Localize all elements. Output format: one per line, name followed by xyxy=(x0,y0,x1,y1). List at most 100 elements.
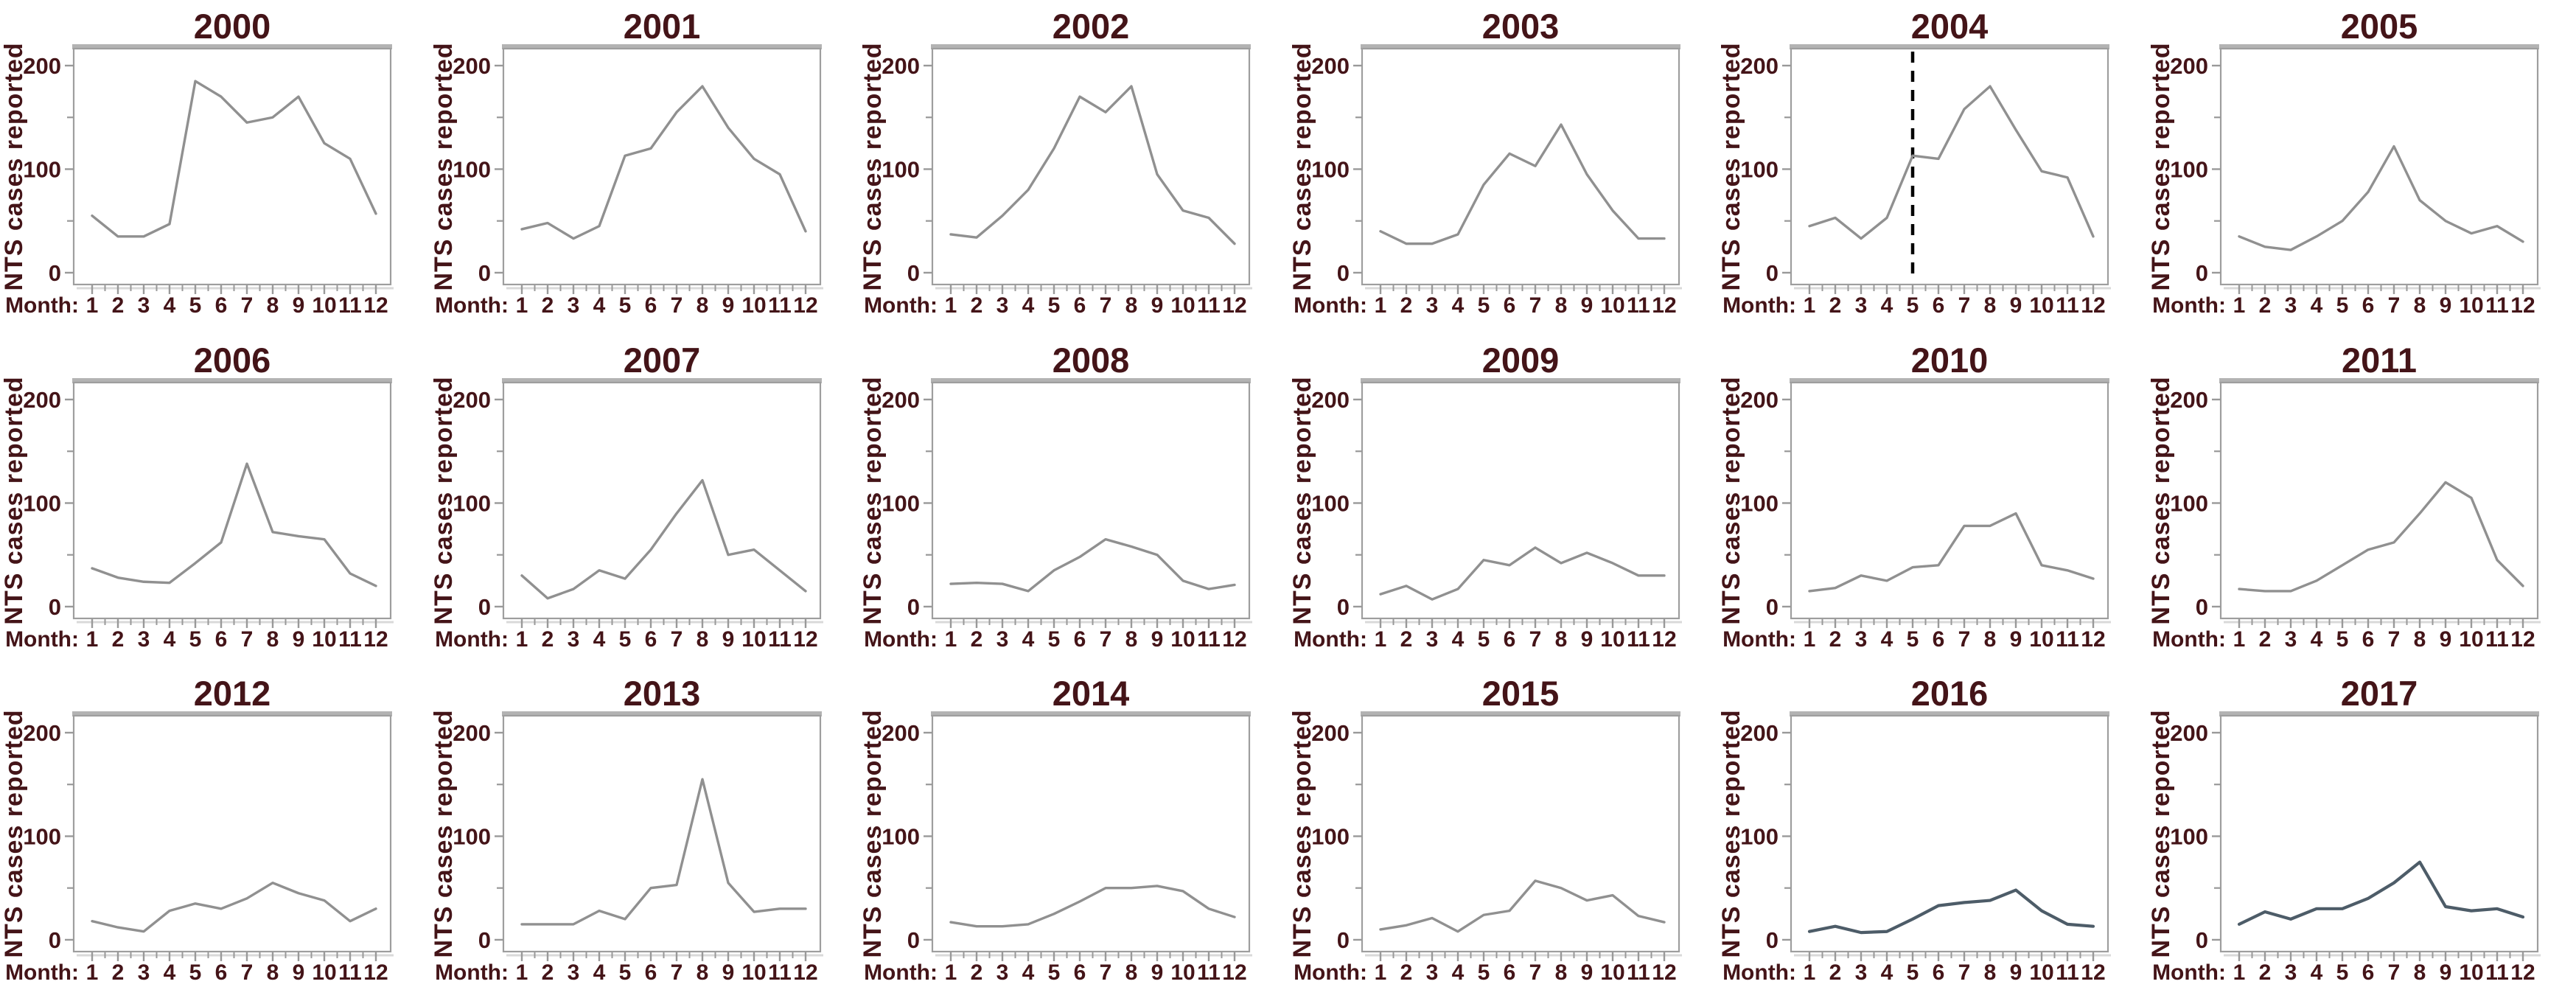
plot-top-band xyxy=(1360,43,1680,49)
data-line xyxy=(520,778,807,926)
x-tick-label: 8 xyxy=(1125,293,1138,318)
x-tick-label: 9 xyxy=(2439,960,2451,985)
x-tick-label: 2 xyxy=(1829,960,1842,985)
x-tick-label: 9 xyxy=(1580,293,1593,318)
y-tick-label: 0 xyxy=(907,594,920,620)
chart-title: 2008 xyxy=(1053,341,1130,380)
data-line xyxy=(1378,123,1666,245)
plot-top-band xyxy=(931,711,1251,717)
y-tick-label: 0 xyxy=(907,260,920,286)
x-tick-label: 7 xyxy=(1529,627,1541,652)
y-tick-label: 200 xyxy=(1311,387,1350,413)
plot-area xyxy=(931,715,1251,953)
x-tick-label: 6 xyxy=(1074,293,1086,318)
x-tick-label: 10 xyxy=(2459,627,2483,652)
plot-top-band xyxy=(2219,43,2539,49)
x-tick-label: 12 xyxy=(1652,627,1676,652)
x-axis-label-prefix: Month: xyxy=(2152,960,2226,985)
y-axis-label: NTS cases reported xyxy=(859,376,887,624)
x-tick-label: 1 xyxy=(515,293,528,318)
y-tick-label: 100 xyxy=(882,824,920,850)
x-tick-label: 2 xyxy=(112,627,125,652)
x-tick-label: 10 xyxy=(2459,960,2483,985)
x-tick-label: 12 xyxy=(1652,293,1676,318)
x-tick-label: 8 xyxy=(1984,293,1997,318)
y-axis-label: NTS cases reported xyxy=(1717,376,1745,624)
x-tick-label: 12 xyxy=(1222,627,1246,652)
x-tick-label: 12 xyxy=(793,960,817,985)
x-axis-label-prefix: Month: xyxy=(5,627,79,652)
x-tick-label: 9 xyxy=(1151,293,1164,318)
y-axis-label: NTS cases reported xyxy=(0,376,28,624)
x-tick-label: 10 xyxy=(741,960,766,985)
x-tick-label: 9 xyxy=(1580,960,1593,985)
x-tick-label: 6 xyxy=(2362,627,2374,652)
y-tick-label: 0 xyxy=(49,927,61,953)
x-tick-label: 4 xyxy=(164,293,176,318)
x-tick-label: 12 xyxy=(2081,627,2105,652)
plot-top-band xyxy=(931,43,1251,49)
y-axis-label: NTS cases reported xyxy=(1717,42,1745,290)
y-tick-label: 100 xyxy=(1311,156,1350,182)
x-tick-label: 12 xyxy=(793,627,817,652)
x-tick-label: 5 xyxy=(2336,293,2348,318)
x-tick-label: 5 xyxy=(1477,960,1490,985)
x-tick-label: 2 xyxy=(971,627,983,652)
x-tick-label: 5 xyxy=(189,627,202,652)
y-tick-label: 200 xyxy=(882,720,920,746)
x-tick-label: 4 xyxy=(2310,293,2322,318)
y-tick-label: 200 xyxy=(23,720,61,746)
x-axis-label-prefix: Month: xyxy=(5,293,79,318)
x-tick-label: 4 xyxy=(1451,960,1464,985)
x-tick-label: 5 xyxy=(1048,627,1061,652)
x-tick-label: 11 xyxy=(2056,960,2079,985)
x-tick-label: 10 xyxy=(312,960,336,985)
y-tick-label: 100 xyxy=(23,824,61,850)
x-tick-label: 11 xyxy=(1197,960,1221,985)
x-tick-label: 7 xyxy=(670,293,683,318)
x-tick-label: 1 xyxy=(945,293,957,318)
x-tick-label: 5 xyxy=(1907,627,1919,652)
x-tick-label: 3 xyxy=(1425,293,1438,318)
plot-top-band xyxy=(501,43,822,49)
plot-area xyxy=(1790,715,2109,953)
y-tick-label: 200 xyxy=(2170,720,2208,746)
x-tick-label: 5 xyxy=(2336,627,2348,652)
chart-title: 2004 xyxy=(1911,7,1989,46)
y-tick-label: 200 xyxy=(1740,720,1779,746)
x-tick-label: 11 xyxy=(1627,293,1650,318)
y-tick-label: 100 xyxy=(882,156,920,182)
x-tick-label: 3 xyxy=(1855,960,1868,985)
data-line xyxy=(2237,860,2524,927)
y-tick-label: 0 xyxy=(2195,260,2207,286)
plot-area xyxy=(2219,381,2538,619)
data-line xyxy=(91,462,377,587)
plot-area xyxy=(502,47,821,286)
x-tick-label: 1 xyxy=(86,627,99,652)
x-axis-label-prefix: Month: xyxy=(5,960,79,985)
x-tick-label: 2 xyxy=(1400,627,1412,652)
x-tick-label: 1 xyxy=(86,960,99,985)
x-tick-label: 6 xyxy=(2362,293,2374,318)
x-tick-label: 8 xyxy=(696,293,708,318)
x-axis-label-prefix: Month: xyxy=(2152,627,2226,652)
x-axis-label-prefix: Month: xyxy=(1722,627,1796,652)
y-axis-label: NTS cases reported xyxy=(859,710,887,958)
chart-title: 2013 xyxy=(623,674,700,713)
x-tick-label: 12 xyxy=(2510,627,2535,652)
x-tick-label: 9 xyxy=(2010,627,2022,652)
x-tick-label: 4 xyxy=(2310,627,2322,652)
x-tick-label: 8 xyxy=(267,293,279,318)
x-tick-label: 8 xyxy=(267,627,279,652)
plot-top-band xyxy=(931,377,1251,383)
x-tick-label: 7 xyxy=(241,960,254,985)
x-tick-label: 3 xyxy=(996,293,1009,318)
x-tick-label: 4 xyxy=(164,627,176,652)
y-tick-label: 0 xyxy=(1766,927,1779,953)
x-tick-label: 10 xyxy=(312,627,336,652)
y-tick-label: 100 xyxy=(453,490,491,516)
